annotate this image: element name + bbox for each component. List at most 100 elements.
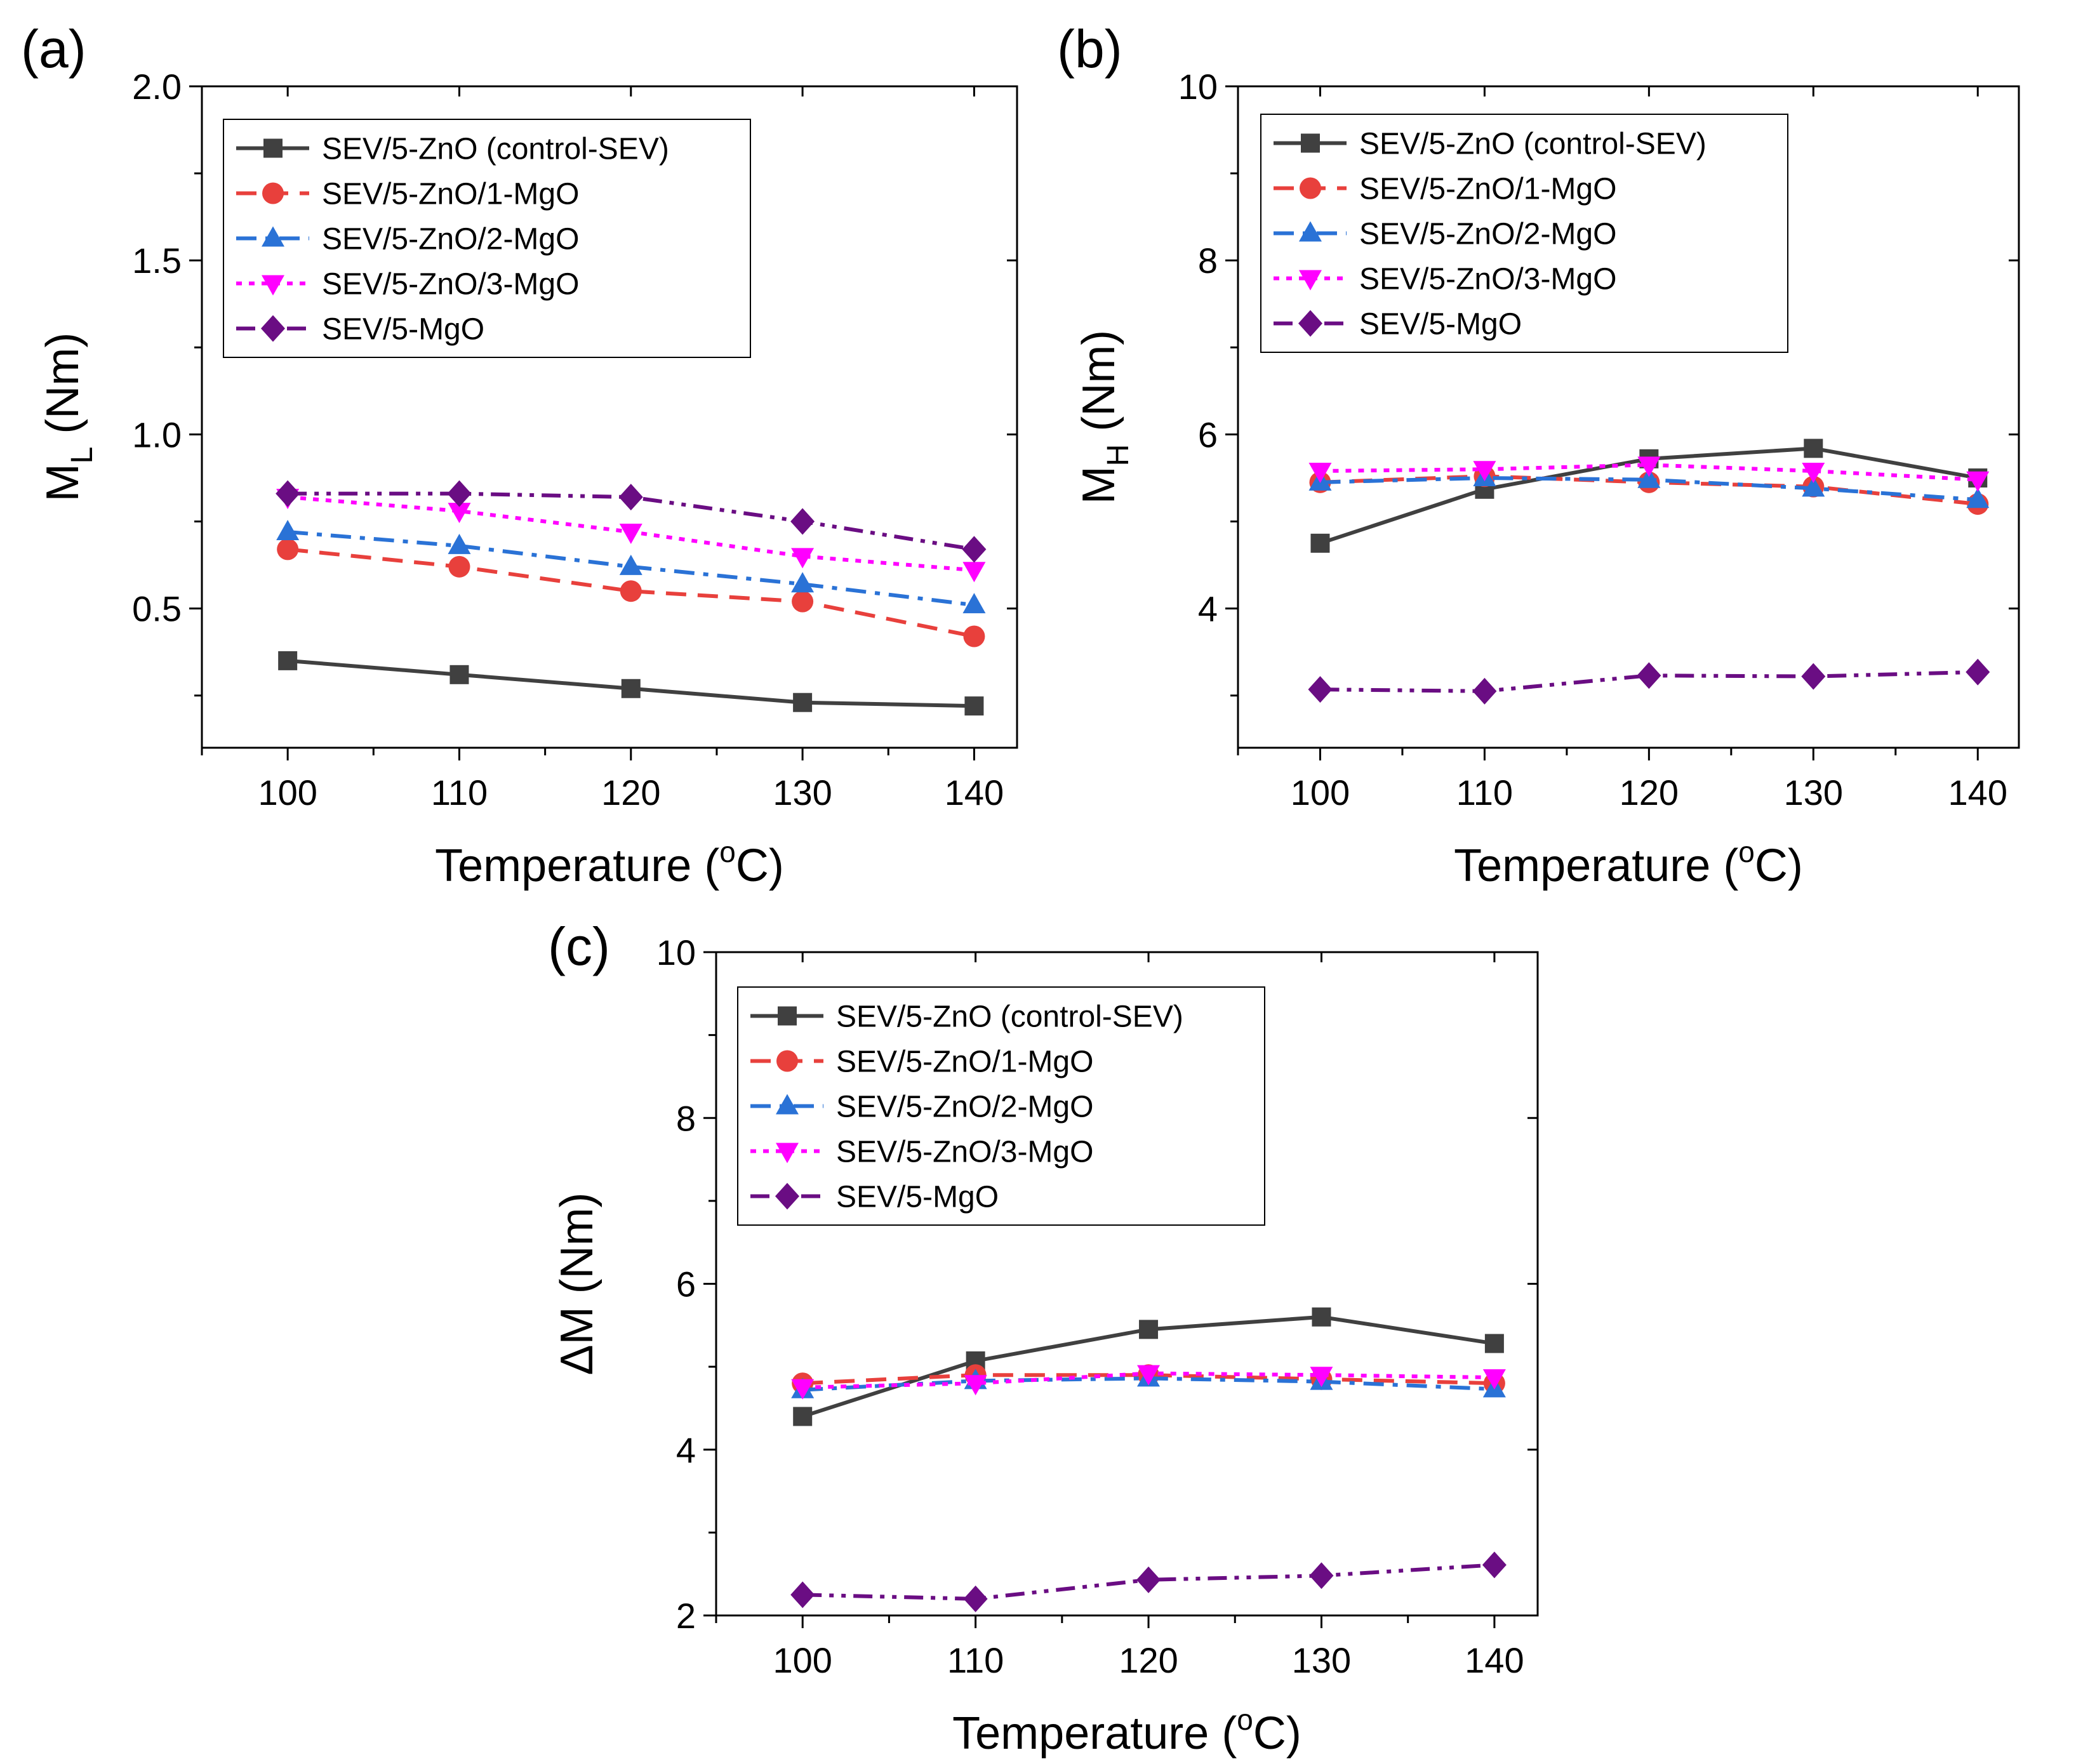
- legend-swatch-marker: [1299, 270, 1322, 291]
- data-point: [791, 572, 815, 593]
- legend-entry: SEV/5-ZnO/3-MgO: [836, 1136, 1093, 1169]
- legend-entry: SEV/5-ZnO/1-MgO: [836, 1045, 1093, 1079]
- data-point: [963, 1585, 988, 1612]
- chart-panel-1: (b) 100 110 120 130 140 4 6 8 10 Temperature (oC) M…: [1057, 19, 2020, 891]
- panel-label: (b): [1057, 19, 1122, 79]
- data-point: [276, 480, 300, 507]
- y-tick-label: 8: [1198, 241, 1218, 281]
- data-point: [791, 548, 815, 569]
- x-axis-title: Temperature (oC): [952, 1703, 1301, 1759]
- x-tick-label: 130: [773, 773, 832, 812]
- series-2: [276, 519, 986, 614]
- data-point: [1136, 1566, 1161, 1593]
- y-tick-label: 10: [1178, 67, 1218, 107]
- x-tick-label: 120: [601, 773, 660, 812]
- data-point: [618, 484, 643, 511]
- x-tick-label: 140: [1948, 773, 2007, 812]
- legend-swatch-marker: [261, 315, 285, 342]
- data-point: [1482, 1551, 1507, 1579]
- x-axis-title-unit: C): [736, 840, 784, 891]
- y-axis-title-unit: (Nm): [1074, 330, 1124, 444]
- series-line: [1320, 475, 1978, 502]
- legend: SEV/5-ZnO (control-SEV) SEV/5-ZnO/1-MgO SE…: [737, 986, 1265, 1226]
- x-axis-title: Temperature (oC): [1454, 835, 1803, 891]
- data-point: [1804, 439, 1823, 458]
- x-axis-title: Temperature (oC): [435, 835, 784, 891]
- y-axis-title-main: M: [1074, 466, 1124, 504]
- y-tick-label: 4: [676, 1430, 696, 1470]
- series-3: [791, 1365, 1506, 1400]
- data-point: [1484, 1334, 1504, 1353]
- legend-swatch-marker: [776, 1050, 798, 1072]
- legend-box: [737, 986, 1265, 1226]
- x-tick-label: 130: [1292, 1640, 1351, 1680]
- legend: SEV/5-ZnO (control-SEV) SEV/5-ZnO/1-MgO SE…: [1260, 114, 1788, 353]
- y-tick-label: 4: [1198, 589, 1218, 629]
- data-point: [1966, 471, 1990, 492]
- data-point: [1966, 487, 1990, 508]
- legend-swatch-marker: [262, 182, 284, 204]
- data-point: [1310, 533, 1330, 553]
- legend-entry: SEV/5-ZnO/2-MgO: [836, 1091, 1093, 1124]
- x-tick-label: 100: [1291, 773, 1350, 812]
- y-tick-label: 2.0: [132, 67, 182, 107]
- series-line: [802, 1373, 1494, 1386]
- data-point: [790, 1581, 815, 1608]
- data-point: [963, 625, 985, 647]
- data-point: [1312, 1307, 1331, 1327]
- data-point: [793, 1407, 813, 1426]
- legend-entry: SEV/5-MgO: [1359, 308, 1522, 342]
- series-0: [1310, 439, 1988, 553]
- data-point: [1308, 463, 1332, 484]
- data-point: [278, 651, 298, 670]
- data-point: [792, 590, 814, 613]
- legend-swatch-marker: [263, 138, 283, 158]
- x-axis-title-main: Temperature (: [1454, 840, 1738, 891]
- legend-swatch-marker: [262, 275, 284, 296]
- y-tick-label: 10: [656, 932, 696, 972]
- data-point: [1637, 662, 1661, 689]
- plot-frame: [1237, 85, 2020, 749]
- legend-entry: SEV/5-ZnO/2-MgO: [1359, 218, 1616, 251]
- series-4: [276, 480, 987, 563]
- y-axis-title-subscript: H: [1101, 444, 1135, 467]
- data-point: [1137, 1365, 1161, 1386]
- x-tick-label: 100: [258, 773, 317, 812]
- y-tick-label: 1.0: [132, 414, 182, 454]
- x-tick-label: 110: [947, 1640, 1004, 1680]
- panel-label: (c): [548, 917, 610, 976]
- legend-swatch-marker: [776, 1094, 799, 1115]
- y-axis-title-subscript: L: [65, 447, 99, 464]
- data-point: [790, 508, 815, 535]
- data-point: [620, 580, 642, 602]
- series-line: [287, 529, 975, 607]
- series-line: [288, 491, 975, 552]
- legend-entry: SEV/5-ZnO/3-MgO: [322, 268, 579, 302]
- data-point: [1472, 677, 1497, 705]
- y-axis-title-unit: (Nm): [37, 333, 88, 447]
- data-point: [1966, 658, 1990, 686]
- legend-entry: SEV/5-ZnO/1-MgO: [322, 178, 579, 211]
- data-point: [619, 554, 642, 575]
- legend-swatch-marker: [775, 1183, 799, 1210]
- legend-swatch-marker: [776, 1143, 799, 1164]
- data-point: [1802, 463, 1825, 484]
- y-axis-title-main: M: [37, 463, 88, 501]
- data-point: [1308, 676, 1333, 703]
- series-line: [287, 547, 975, 639]
- data-point: [1482, 1369, 1506, 1390]
- data-point: [448, 555, 470, 578]
- legend-entry: SEV/5-ZnO (control-SEV): [836, 1000, 1183, 1034]
- series-4: [1308, 658, 1990, 705]
- data-point: [1802, 476, 1825, 497]
- data-point: [791, 1379, 815, 1400]
- x-axis-title-degree: o: [719, 835, 736, 868]
- data-point: [619, 523, 642, 544]
- x-axis-title-degree: o: [1738, 835, 1755, 868]
- x-tick-label: 120: [1620, 773, 1679, 812]
- series-0: [278, 651, 984, 716]
- legend-entry: SEV/5-ZnO (control-SEV): [1359, 128, 1707, 161]
- data-point: [793, 693, 813, 712]
- legend-entry: SEV/5-ZnO/3-MgO: [1359, 263, 1616, 296]
